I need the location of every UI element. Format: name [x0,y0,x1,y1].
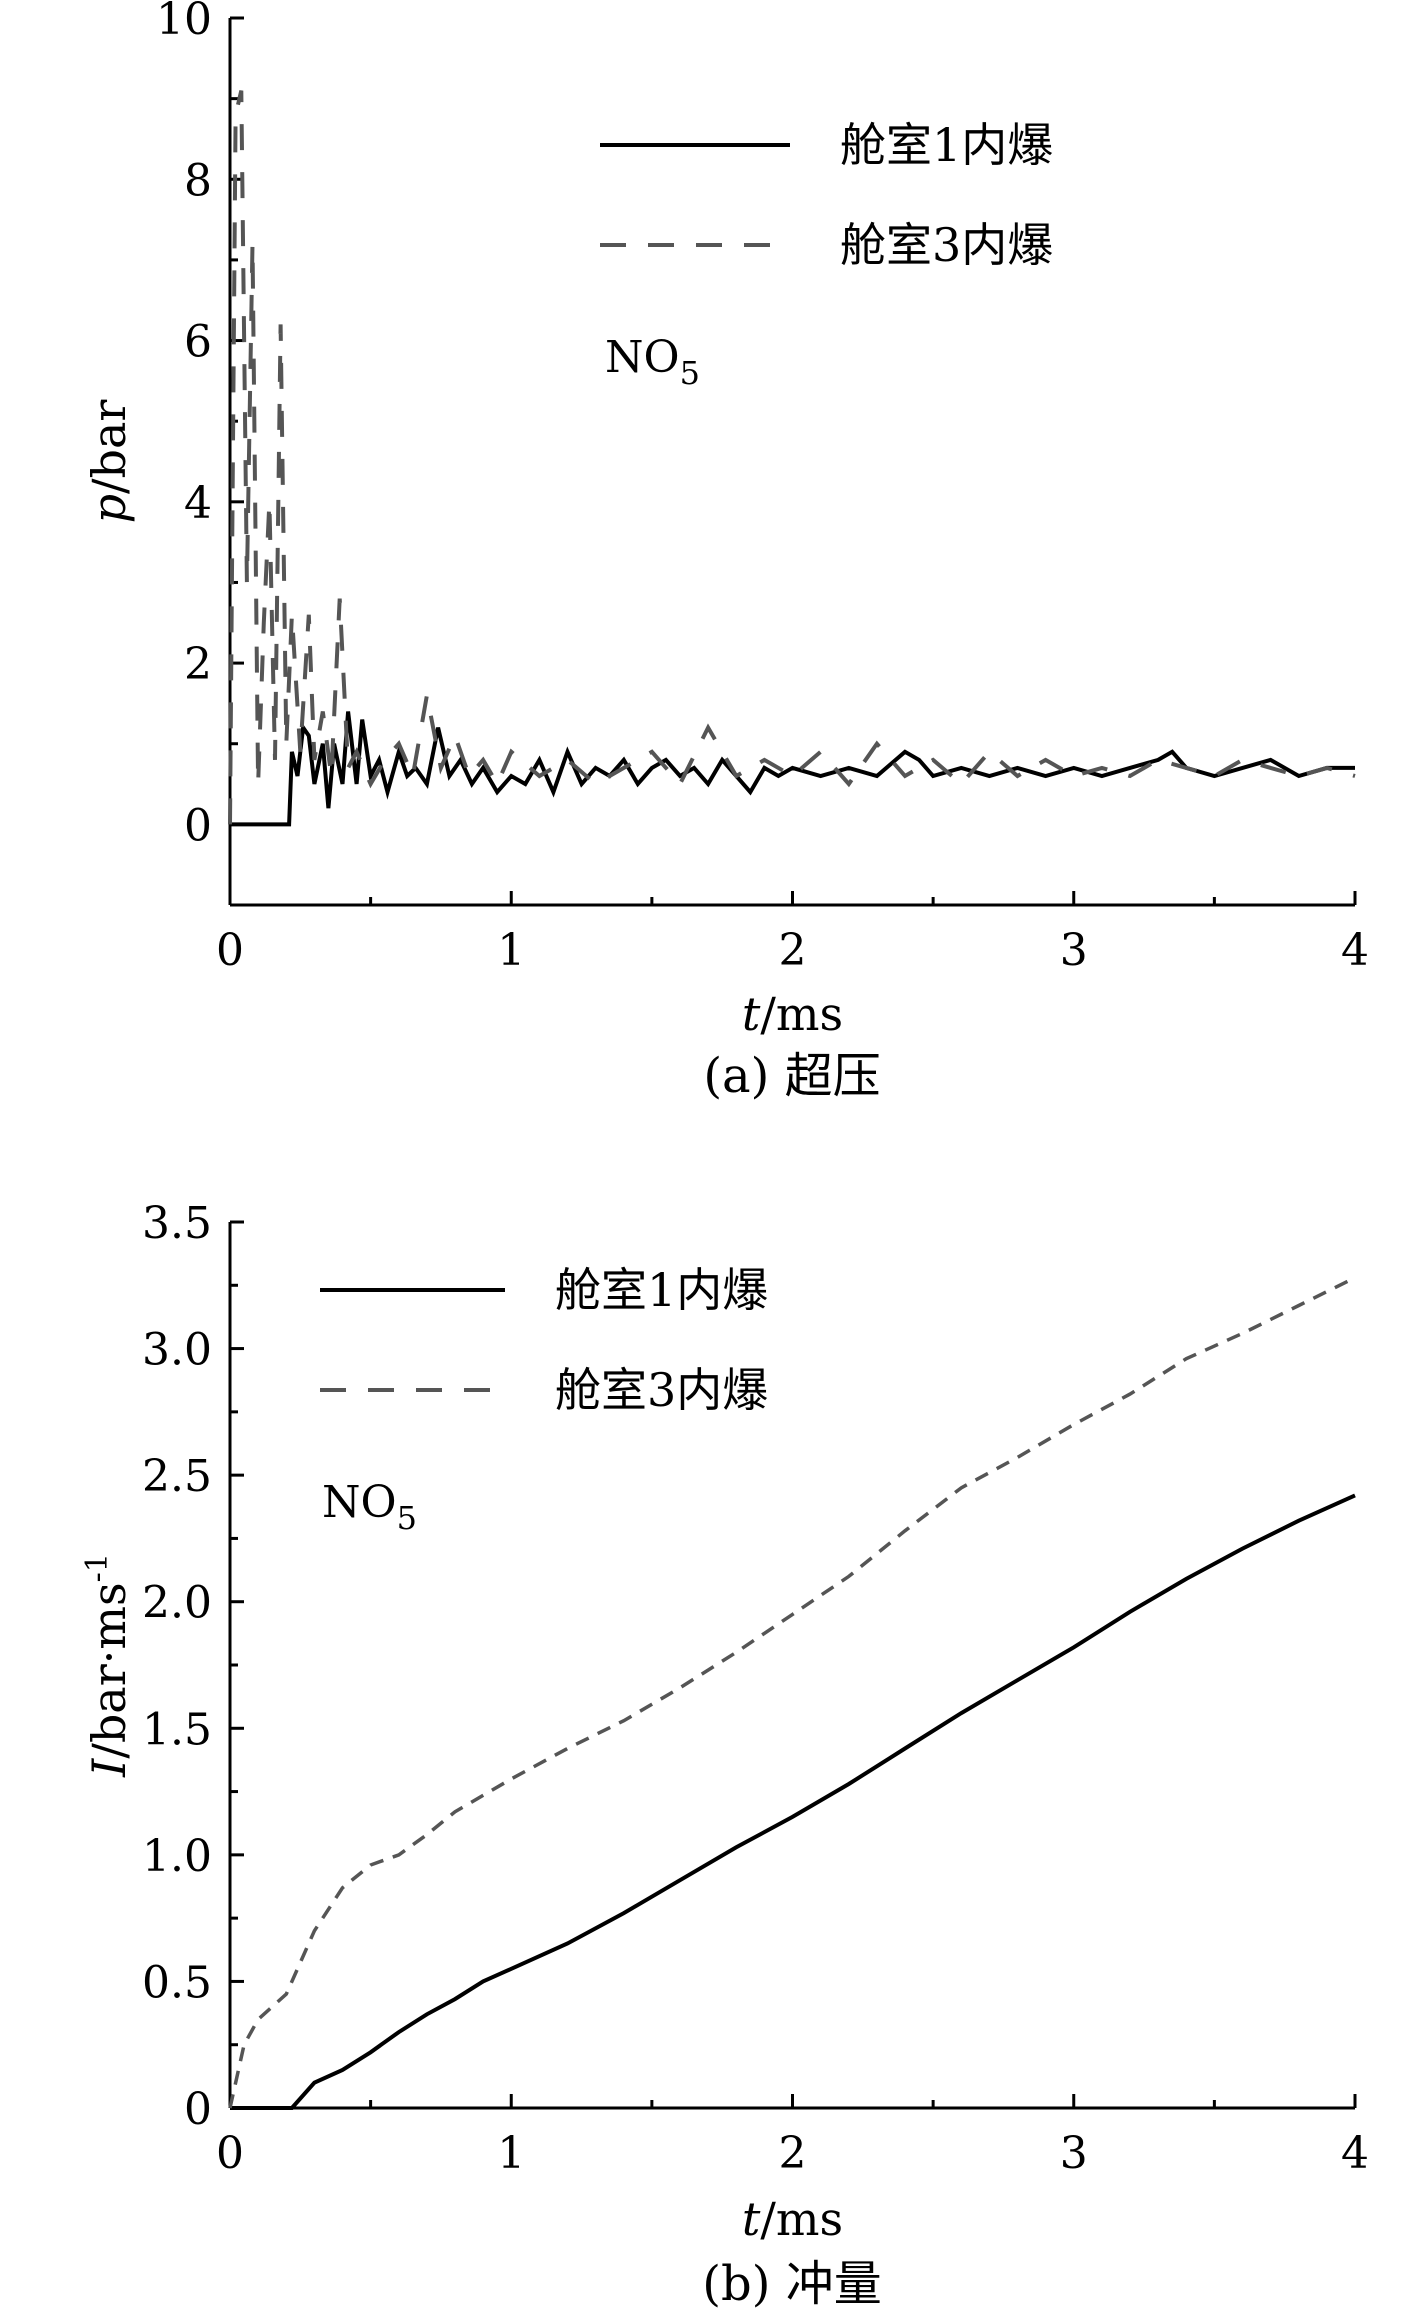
chart-caption: (b) 冲量 [702,2256,881,2312]
x-axis-label-symbol: t [742,2192,761,2246]
y-tick-label: 2.0 [142,1578,212,1629]
y-axis-label-symbol: p [82,494,136,523]
y-tick-label: 0.5 [142,1957,212,2008]
chart-panel-2: 0 1 2 3 4 0 0.5 1.0 1.5 2.0 2.5 3.0 3.5 t/ms I/bar·ms-… [80,1198,1369,2312]
y-tick-label: 3.5 [142,1198,212,1249]
x-axis-label-unit: /ms [760,2192,843,2246]
x-tick-label: 3 [1060,2128,1088,2179]
y-tick-label: 10 [156,0,212,45]
series-line-dashed [228,1276,1356,2109]
legend-label: 舱室1内爆 [840,118,1053,172]
y-axis-label-unit: /bar [82,400,136,494]
y-axis-label-exponent: -1 [80,1553,115,1582]
x-tick-label: 0 [216,925,244,976]
x-axis-label: t/ms [742,987,843,1041]
y-tick-label: 0 [184,2084,212,2135]
x-tick-label: 1 [497,925,525,976]
y-axis-label: p/bar [82,400,136,524]
y-tick-label: 2.5 [142,1451,212,1502]
y-axis-label-unit: /bar·ms [82,1582,136,1758]
y-tick-label: 6 [184,317,212,368]
legend-label: 舱室3内爆 [840,218,1053,272]
x-axis-label-symbol: t [742,987,761,1041]
x-tick-label: 0 [216,2128,244,2179]
annotation-subscript: 5 [397,1499,417,1537]
series-line-dashed [228,90,1356,825]
chart-annotation: NO5 [605,332,700,392]
y-tick-label: 0 [184,800,212,851]
annotation-base: NO [605,332,680,383]
x-axis-label-unit: /ms [760,987,843,1041]
series-line-solid [230,1493,1356,2110]
annotation-subscript: 5 [680,354,700,392]
chart-annotation: NO5 [322,1477,417,1537]
y-tick-label: 1.5 [142,1704,212,1755]
y-axis-label-symbol: I [82,1758,136,1778]
legend-label: 舱室1内爆 [555,1263,768,1317]
x-tick-label: 3 [1060,925,1088,976]
series-line-solid [230,711,1355,827]
y-tick-label: 3.0 [142,1325,212,1376]
x-tick-label: 2 [779,2128,807,2179]
x-tick-label: 4 [1341,925,1369,976]
annotation-base: NO [322,1477,397,1528]
chart-caption: (a) 超压 [703,1048,880,1104]
x-tick-label: 1 [497,2128,525,2179]
y-tick-label: 1.0 [142,1831,212,1882]
y-tick-label: 8 [184,155,212,206]
x-axis-label: t/ms [742,2192,843,2246]
y-tick-label: 4 [184,478,212,529]
x-tick-label: 2 [779,925,807,976]
y-tick-label: 2 [184,639,212,690]
y-axis-label: I/bar·ms-1 [80,1553,136,1778]
x-tick-label: 4 [1341,2128,1369,2179]
legend-label: 舱室3内爆 [555,1363,768,1417]
